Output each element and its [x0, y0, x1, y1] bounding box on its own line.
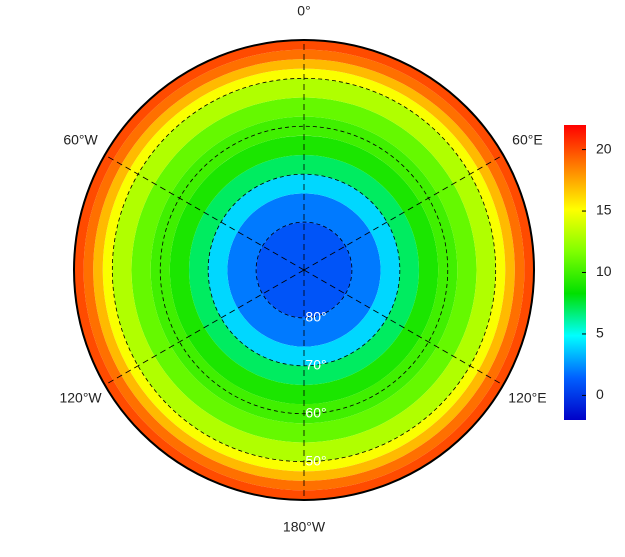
- lon-label: 60°W: [63, 132, 98, 148]
- map-border: [73, 39, 535, 501]
- colorbar-label: 0: [596, 386, 604, 402]
- lon-line: [104, 154, 305, 271]
- colorbar-label: 10: [596, 263, 612, 279]
- lat-circle: [255, 221, 353, 319]
- colorbar-label: 15: [596, 202, 612, 218]
- lon-line: [303, 269, 504, 386]
- lon-label: 120°W: [59, 390, 102, 406]
- colorbar-label: 5: [596, 325, 604, 341]
- lat-circle: [111, 77, 497, 463]
- lat-label: 50°: [305, 452, 326, 468]
- lon-line: [303, 154, 504, 271]
- lon-label: 180°W: [283, 519, 326, 535]
- lon-label: 60°E: [512, 132, 543, 148]
- lat-label: 60°: [305, 404, 326, 420]
- colorbar: [564, 125, 586, 420]
- lat-label: 80°: [305, 309, 326, 325]
- colorbar-label: 20: [596, 140, 612, 156]
- lon-label: 0°: [297, 3, 310, 19]
- lon-line: [104, 269, 305, 386]
- lon-label: 120°E: [508, 390, 546, 406]
- lat-label: 70°: [305, 357, 326, 373]
- ring: [227, 193, 381, 347]
